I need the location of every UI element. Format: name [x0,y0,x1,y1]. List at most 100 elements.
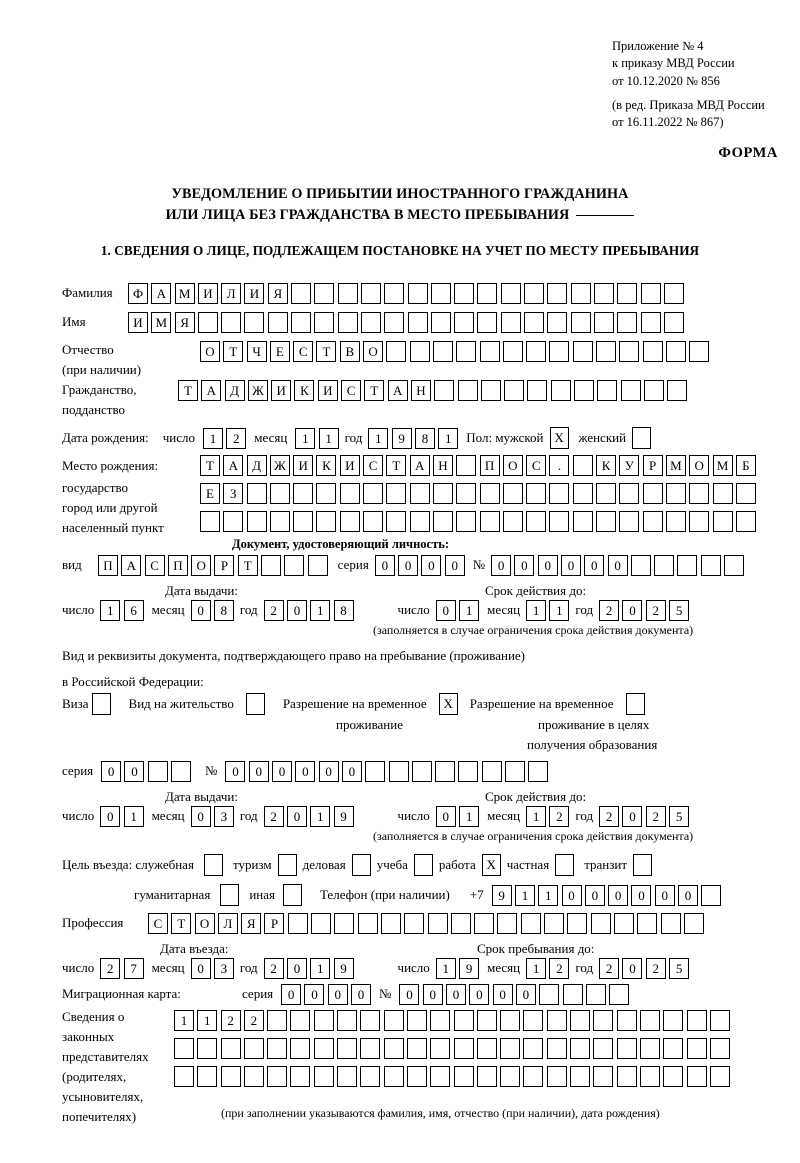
char-box[interactable] [549,483,570,504]
char-box[interactable] [337,1038,358,1059]
char-box[interactable] [261,555,282,576]
char-box[interactable]: 0 [124,761,145,782]
char-box[interactable] [665,511,686,532]
char-box[interactable]: 1 [295,427,316,449]
char-box[interactable] [663,1010,684,1031]
char-box[interactable] [380,913,401,934]
char-box[interactable] [409,511,430,532]
char-box[interactable]: С [148,913,168,934]
char-box[interactable]: 2 [100,958,121,979]
char-box[interactable] [334,913,355,934]
char-box[interactable] [593,1038,614,1059]
char-box[interactable] [642,483,663,504]
char-box[interactable]: Р [642,455,663,476]
char-box[interactable]: 1 [438,427,459,449]
char-box[interactable] [546,1010,567,1031]
char-box[interactable]: 2 [263,958,284,979]
char-box[interactable]: О [363,341,384,362]
char-box[interactable] [388,761,409,782]
char-box[interactable]: П [167,555,188,576]
char-box[interactable]: С [341,380,362,401]
char-box[interactable] [689,511,710,532]
char-box[interactable] [550,380,571,401]
char-box[interactable] [572,483,593,504]
char-box[interactable] [363,483,384,504]
char-box[interactable] [383,1010,404,1031]
purpose-transit-checkbox[interactable] [633,854,653,876]
char-box[interactable] [526,511,547,532]
char-box[interactable] [434,380,455,401]
char-box[interactable]: У [619,455,640,476]
char-box[interactable] [384,283,405,304]
char-box[interactable] [640,283,661,304]
char-box[interactable]: 0 [561,555,581,576]
char-box[interactable] [616,1066,637,1087]
char-box[interactable] [174,1066,194,1087]
char-box[interactable] [383,1038,404,1059]
char-box[interactable] [700,555,721,576]
char-box[interactable]: М [174,283,195,304]
char-box[interactable] [357,913,378,934]
char-box[interactable] [409,483,430,504]
char-box[interactable]: 0 [318,761,339,782]
char-box[interactable] [689,483,710,504]
char-box[interactable]: А [409,455,430,476]
char-box[interactable]: 1 [202,427,223,449]
char-box[interactable] [547,312,568,333]
char-box[interactable] [527,380,548,401]
char-box[interactable] [572,341,593,362]
char-box[interactable] [686,1038,707,1059]
char-box[interactable]: 0 [435,806,456,827]
char-box[interactable]: П [98,555,118,576]
char-box[interactable]: О [194,913,215,934]
char-box[interactable]: 5 [669,600,690,621]
legal-rep-boxes-3[interactable] [174,1066,730,1087]
char-box[interactable] [567,913,588,934]
char-box[interactable]: Д [224,380,245,401]
char-box[interactable] [197,312,218,333]
char-box[interactable]: 1 [100,600,121,621]
char-box[interactable]: О [502,455,523,476]
char-box[interactable] [293,483,314,504]
char-box[interactable]: А [121,555,142,576]
char-box[interactable] [360,283,381,304]
char-box[interactable]: 3 [213,806,234,827]
char-box[interactable]: 0 [100,806,121,827]
char-box[interactable] [642,511,663,532]
char-box[interactable] [287,913,308,934]
char-box[interactable]: 0 [678,884,699,906]
char-box[interactable] [596,483,617,504]
char-box[interactable] [221,312,242,333]
char-box[interactable]: 2 [645,600,666,621]
char-box[interactable]: Е [200,483,220,504]
char-box[interactable] [404,913,425,934]
char-box[interactable] [432,511,453,532]
char-box[interactable] [477,283,498,304]
char-box[interactable] [267,312,288,333]
char-box[interactable] [360,1038,381,1059]
char-box[interactable] [617,283,638,304]
char-box[interactable]: И [197,283,218,304]
char-box[interactable] [311,913,332,934]
char-box[interactable] [360,1066,381,1087]
char-box[interactable] [570,283,591,304]
char-box[interactable] [223,511,244,532]
char-box[interactable] [339,511,360,532]
char-box[interactable] [220,1038,241,1059]
char-box[interactable]: 0 [286,600,307,621]
char-box[interactable] [291,312,312,333]
char-box[interactable] [360,1010,381,1031]
char-box[interactable] [293,511,314,532]
char-box[interactable] [243,1038,264,1059]
char-box[interactable]: 0 [398,555,419,576]
char-box[interactable] [197,1066,218,1087]
